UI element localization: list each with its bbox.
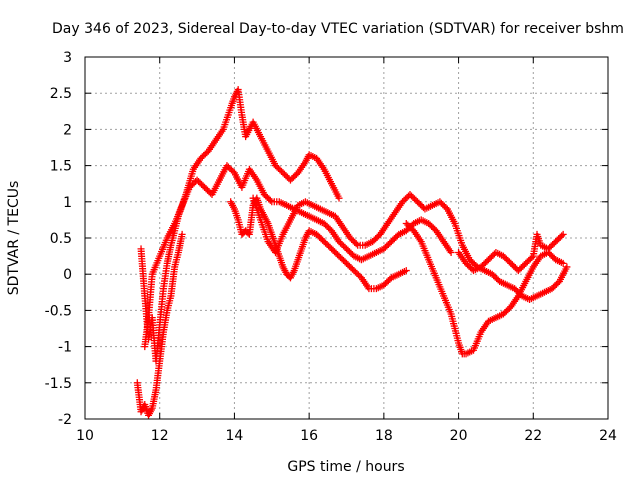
axis-ticks: 10 12 14 16 18 20 22 24 -2 -1.5 -1 -0.5 0 0.5 1 1.5 2 2.5… — [45, 50, 617, 444]
plot-frame — [84, 56, 609, 420]
data-point-marker — [554, 279, 562, 287]
data-point-marker — [442, 204, 450, 212]
y-tick-label: -2 — [58, 412, 72, 428]
data-point-marker — [178, 230, 186, 238]
x-tick-label: 12 — [151, 428, 169, 444]
data-point-marker — [563, 263, 571, 271]
y-tick-label: 0 — [63, 267, 72, 283]
data-point-marker — [559, 259, 567, 267]
y-tick-label: 2.5 — [50, 86, 72, 102]
data-point-marker — [352, 240, 360, 248]
grid-lines — [85, 57, 608, 419]
y-tick-label: -0.5 — [45, 303, 72, 319]
data-point-marker — [266, 196, 274, 204]
x-tick-label: 14 — [226, 428, 244, 444]
data-point-marker — [335, 194, 343, 202]
y-tick-label: 3 — [63, 50, 72, 66]
y-axis-label: SDTVAR / TECUs — [6, 181, 22, 296]
y-tick-label: 2 — [63, 122, 72, 138]
data-points — [133, 86, 571, 419]
data-point-marker — [402, 267, 410, 275]
series-4 — [249, 191, 571, 304]
series-5 — [402, 220, 567, 358]
data-point-marker — [244, 229, 252, 237]
x-tick-label: 18 — [375, 428, 393, 444]
y-tick-label: 1.5 — [50, 159, 72, 175]
x-tick-label: 16 — [300, 428, 318, 444]
data-point-marker — [528, 254, 536, 262]
x-tick-label: 10 — [76, 428, 94, 444]
x-axis-label: GPS time / hours — [287, 459, 404, 475]
series-3 — [227, 194, 410, 293]
x-tick-label: 22 — [524, 428, 542, 444]
y-tick-label: -1 — [58, 340, 72, 356]
y-tick-label: -1.5 — [45, 376, 72, 392]
series-6 — [455, 230, 567, 275]
y-tick-label: 0.5 — [50, 231, 72, 247]
data-point-marker — [447, 248, 455, 256]
data-point-marker — [558, 232, 566, 240]
series-7 — [133, 230, 186, 419]
data-point-marker — [229, 167, 237, 175]
y-tick-label: 1 — [63, 195, 72, 211]
x-tick-label: 24 — [599, 428, 617, 444]
chart-title: Day 346 of 2023, Sidereal Day-to-day VTE… — [52, 21, 624, 37]
data-point-marker — [559, 230, 567, 238]
x-tick-label: 20 — [450, 428, 468, 444]
